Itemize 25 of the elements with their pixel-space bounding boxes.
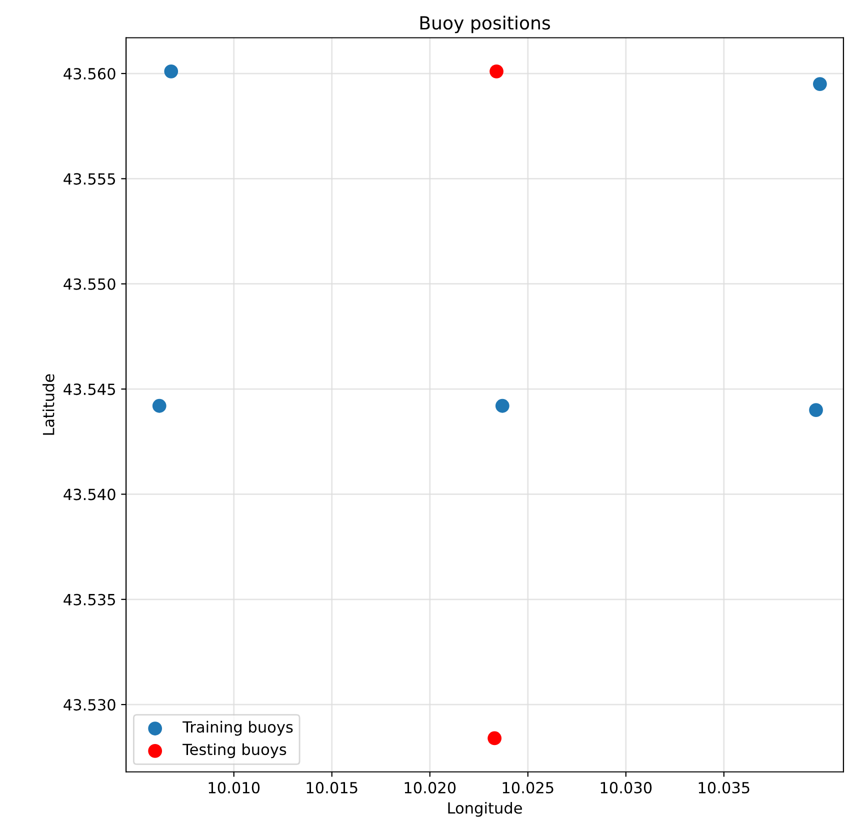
y-tick-label: 43.530 [64, 699, 116, 711]
y-tick-label: 43.560 [64, 68, 116, 80]
y-tick-label: 43.535 [64, 594, 115, 606]
chart-title: Buoy positions [420, 16, 550, 34]
point [809, 403, 823, 418]
x-tick-label: 10.035 [698, 782, 750, 794]
x-tick-label: 10.010 [208, 782, 260, 794]
y-tick-label: 43.550 [64, 278, 116, 290]
x-tick-label: 10.030 [600, 782, 652, 794]
point [495, 398, 510, 413]
x-tick-label: 10.025 [502, 782, 554, 794]
point [164, 64, 178, 78]
y-axis-title: Latitude [42, 374, 54, 435]
y-tick-label: 43.545 [64, 384, 115, 396]
legend-label: Training buoys [182, 720, 293, 736]
legend-label: Testing buoys [182, 743, 286, 758]
x-axis-title: Longitude [448, 802, 522, 817]
x-tick-label: 10.015 [306, 782, 358, 794]
point [812, 77, 827, 91]
point [152, 398, 166, 413]
point [490, 64, 504, 78]
x-tick-label: 10.020 [404, 782, 456, 794]
y-tick-label: 43.555 [64, 173, 115, 185]
y-tick-label: 43.540 [64, 488, 116, 500]
point [488, 731, 502, 746]
